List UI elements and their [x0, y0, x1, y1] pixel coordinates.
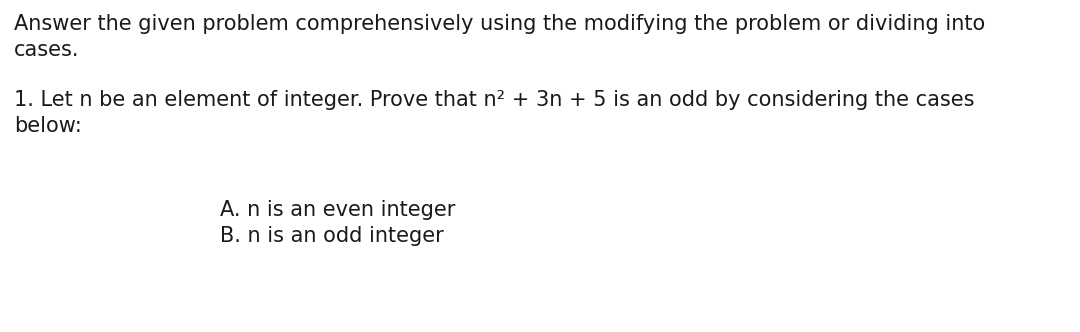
Text: B. n is an odd integer: B. n is an odd integer — [220, 226, 444, 246]
Text: 1. Let n be an element of integer. Prove that n² + 3n + 5 is an odd by consideri: 1. Let n be an element of integer. Prove… — [14, 90, 974, 110]
Text: Answer the given problem comprehensively using the modifying the problem or divi: Answer the given problem comprehensively… — [14, 14, 985, 34]
Text: A. n is an even integer: A. n is an even integer — [220, 200, 456, 220]
Text: below:: below: — [14, 116, 82, 136]
Text: cases.: cases. — [14, 40, 80, 60]
